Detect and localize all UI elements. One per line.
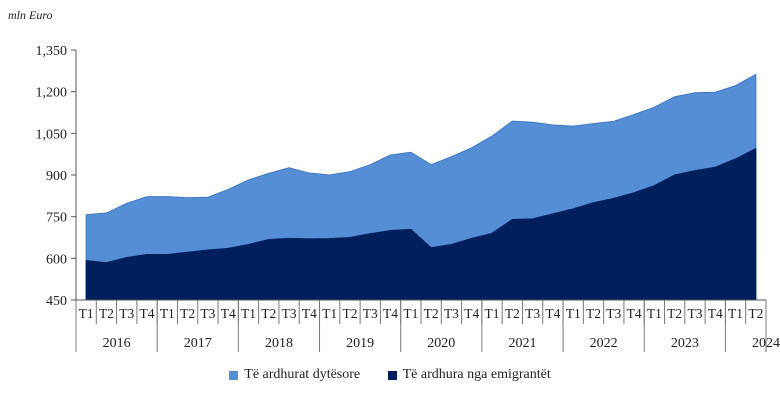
y-tick-label: 450: [46, 294, 67, 309]
x-quarter-label: T2: [586, 306, 601, 321]
x-quarter-label: T3: [282, 306, 297, 321]
x-quarter-label: T2: [342, 306, 357, 321]
x-quarter-label: T1: [322, 306, 337, 321]
x-year-label: 2019: [346, 336, 374, 351]
legend-label-secondary-income: Të ardhurat dytësore: [244, 367, 361, 382]
legend-swatch-remittances: [387, 370, 397, 380]
x-quarter-label: T2: [180, 306, 195, 321]
x-quarter-label: T4: [140, 306, 155, 321]
x-quarter-label: T1: [79, 306, 94, 321]
x-quarter-label: T3: [525, 306, 540, 321]
series-areas: [85, 73, 757, 301]
x-year-label: 2020: [427, 336, 455, 351]
x-quarter-label: T1: [485, 306, 500, 321]
x-year-label: 2021: [508, 336, 536, 351]
x-quarter-label: T2: [667, 306, 682, 321]
x-quarter-label: T4: [545, 306, 560, 321]
x-quarter-label: T3: [606, 306, 621, 321]
x-year-label: 2017: [184, 336, 212, 351]
x-year-label: 2018: [265, 336, 293, 351]
legend-item-remittances: Të ardhura nga emigrantët: [387, 367, 551, 383]
y-tick-label: 900: [46, 169, 67, 184]
legend-label-remittances: Të ardhura nga emigrantët: [402, 367, 551, 382]
x-quarter-label: T2: [748, 306, 763, 321]
x-quarter-label: T4: [221, 306, 236, 321]
x-quarter-label: T4: [464, 306, 479, 321]
area-series-1: [85, 147, 757, 301]
y-tick-label: 1,200: [36, 86, 68, 101]
x-quarter-label: T3: [119, 306, 134, 321]
y-tick-label: 750: [46, 211, 67, 226]
y-tick-label: 1,350: [36, 44, 68, 59]
x-year-label: 2023: [671, 336, 699, 351]
x-quarter-label: T1: [566, 306, 581, 321]
legend-item-secondary-income: Të ardhurat dytësore: [229, 367, 360, 383]
x-quarter-label: T4: [383, 306, 398, 321]
x-quarter-label: T3: [687, 306, 702, 321]
x-quarter-label: T1: [728, 306, 743, 321]
x-quarter-label: T2: [99, 306, 114, 321]
x-quarter-label: T4: [627, 306, 642, 321]
x-quarter-label: T3: [444, 306, 459, 321]
x-axis: T1 T2 T3 T4 T1 T2 T3 T4 T1 T2 T3 T4 T1 T2 T3 T4 T1 T2 T3 T4…: [75, 299, 780, 352]
x-year-label: 2022: [590, 336, 618, 351]
x-quarter-label: T2: [424, 306, 439, 321]
legend: Të ardhurat dytësore Të ardhura nga emig…: [0, 367, 780, 385]
x-quarter-label: T3: [200, 306, 215, 321]
y-axis-label: mln Euro: [8, 8, 53, 22]
x-quarter-label: T4: [708, 306, 723, 321]
x-quarter-label: T1: [403, 306, 418, 321]
y-tick-label: 1,050: [36, 127, 68, 142]
x-quarter-label: T3: [363, 306, 378, 321]
x-quarter-label: T2: [505, 306, 520, 321]
x-quarter-label: T4: [302, 306, 317, 321]
y-axis: 450 600 750 900 1,050 1,200 1,350: [36, 44, 77, 309]
x-quarter-label: T1: [160, 306, 175, 321]
x-quarter-label: T1: [241, 306, 256, 321]
legend-swatch-secondary-income: [229, 370, 239, 380]
y-tick-label: 600: [46, 252, 67, 267]
x-quarter-label: T2: [261, 306, 276, 321]
x-quarter-label: T1: [647, 306, 662, 321]
x-year-label: 2016: [103, 336, 131, 351]
